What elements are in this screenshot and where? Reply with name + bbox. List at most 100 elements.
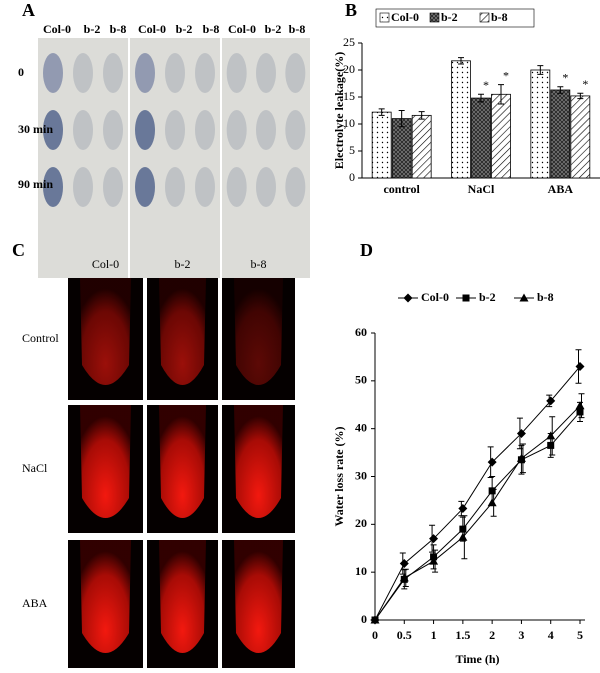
significance-label: * — [503, 68, 509, 82]
error-bar — [557, 86, 564, 94]
marker — [575, 401, 585, 410]
column-label: Col-0 — [138, 22, 166, 36]
root — [234, 405, 283, 518]
leaf — [256, 53, 276, 93]
leaf — [135, 110, 155, 150]
error-bar — [478, 93, 484, 103]
y-tick-label: 50 — [355, 373, 367, 387]
y-tick-label: 25 — [343, 35, 355, 49]
leaf — [103, 110, 123, 150]
line — [374, 405, 581, 621]
column-label: b-8 — [289, 22, 306, 36]
leaf — [43, 167, 63, 207]
x-tick-label: NaCl — [468, 182, 495, 196]
x-tick-label: 1 — [431, 628, 437, 642]
y-tick-label: 40 — [355, 420, 367, 434]
root — [159, 278, 206, 385]
row-label: 0 — [18, 65, 24, 79]
x-tick-label: 0 — [372, 628, 378, 642]
bar — [491, 93, 511, 179]
legend-label: b-8 — [537, 290, 554, 304]
error-bar — [398, 110, 405, 128]
root — [80, 540, 131, 653]
line — [374, 366, 581, 621]
root — [159, 540, 206, 653]
panel-letter: C — [12, 240, 25, 260]
bar — [391, 118, 412, 179]
error-bar — [498, 84, 504, 105]
significance-label: * — [562, 70, 568, 84]
leaf — [73, 53, 93, 93]
legend-label: b-8 — [491, 10, 508, 24]
y-tick-label: 30 — [355, 468, 367, 482]
column-label: Col-0 — [92, 257, 119, 271]
root — [159, 405, 206, 518]
marker — [547, 441, 555, 449]
y-axis-label: Water loss rate (%) — [332, 426, 346, 526]
bar — [530, 69, 551, 179]
leaf — [226, 167, 247, 207]
column-label: b-2 — [176, 22, 193, 36]
legend-label: Col-0 — [391, 10, 419, 24]
leaf — [73, 110, 93, 150]
marker — [487, 457, 497, 467]
marker — [399, 573, 409, 582]
x-tick-label: 0.5 — [397, 628, 412, 642]
root — [80, 278, 131, 385]
error-bar — [537, 65, 544, 75]
leaf — [226, 110, 247, 150]
marker — [429, 534, 439, 544]
panel-letter: B — [345, 0, 357, 20]
x-tick-label: ABA — [548, 182, 574, 196]
marker — [546, 431, 556, 440]
row-label: NaCl — [22, 461, 48, 475]
legend-swatch — [479, 12, 490, 23]
marker — [516, 428, 526, 438]
row-label: 30 min — [18, 122, 53, 136]
leaf — [285, 110, 306, 150]
y-tick-label: 20 — [355, 516, 367, 530]
error-bar — [577, 92, 584, 100]
bar — [451, 60, 471, 179]
leaf — [256, 110, 276, 150]
bar — [411, 114, 432, 179]
significance-label: * — [582, 77, 588, 91]
x-tick-label: 4 — [548, 628, 554, 642]
leaf — [103, 53, 123, 93]
y-axis-label: Electrolyte leakage(%) — [332, 52, 346, 169]
bar — [550, 89, 571, 179]
legend-box — [375, 8, 535, 28]
root — [234, 540, 283, 653]
error-bar — [418, 111, 425, 120]
leaf — [285, 167, 306, 207]
x-tick-label: 1.5 — [455, 628, 470, 642]
marker — [576, 408, 584, 416]
error-bar — [378, 108, 385, 116]
column-label: b-8 — [203, 22, 220, 36]
panel-letter: A — [22, 0, 35, 20]
row-label: ABA — [22, 596, 48, 610]
marker — [458, 504, 468, 514]
marker — [458, 532, 468, 541]
legend-label: Col-0 — [421, 290, 449, 304]
leaf — [195, 110, 215, 150]
marker — [575, 361, 585, 371]
column-label: Col-0 — [228, 22, 256, 36]
marker — [370, 615, 380, 624]
bar — [471, 97, 491, 179]
y-tick-label: 60 — [355, 325, 367, 339]
leaf — [285, 53, 306, 93]
column-label: b-8 — [110, 22, 127, 36]
leaf — [226, 53, 247, 93]
y-tick-label: 10 — [343, 116, 355, 130]
marker — [429, 556, 439, 565]
marker — [519, 293, 529, 302]
leaf — [195, 167, 215, 207]
x-axis-label: Time (h) — [455, 652, 499, 666]
leaf — [73, 167, 93, 207]
y-tick-label: 10 — [355, 564, 367, 578]
marker — [487, 498, 497, 507]
legend-label: b-2 — [441, 10, 458, 24]
marker — [403, 293, 413, 303]
